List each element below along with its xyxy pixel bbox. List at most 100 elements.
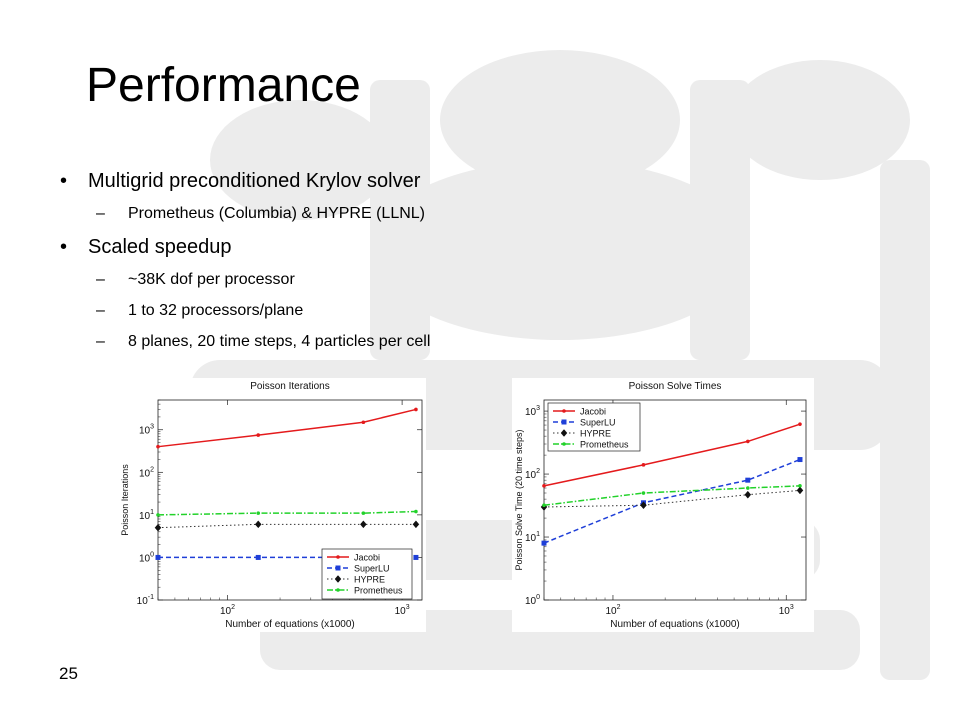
data-point <box>256 433 261 437</box>
legend-item: HYPRE <box>327 575 385 585</box>
legend-label: HYPRE <box>354 575 385 585</box>
data-point <box>414 509 418 514</box>
series-jacobi <box>542 422 802 488</box>
bullet-list: • Multigrid preconditioned Krylov solver… <box>56 168 430 353</box>
legend-marker <box>336 555 340 559</box>
data-point <box>154 523 162 532</box>
legend-item: Prometheus <box>327 586 403 596</box>
data-point <box>796 486 804 495</box>
sub-bullet-item: – 8 planes, 20 time steps, 4 particles p… <box>56 331 430 353</box>
data-point <box>798 422 802 426</box>
data-point <box>412 520 420 529</box>
legend-label: Prometheus <box>354 586 403 596</box>
y-axis-label: Poisson Iterations <box>120 464 130 536</box>
sub-bullet-text: Prometheus (Columbia) & HYPRE (LLNL) <box>128 205 425 222</box>
series-line <box>543 489 801 508</box>
plot-frame <box>157 399 423 601</box>
data-point <box>798 484 802 488</box>
data-point <box>255 554 261 560</box>
sub-bullet-text: ~38K dof per processor <box>128 271 295 288</box>
data-point <box>542 484 546 488</box>
data-point <box>640 501 647 510</box>
series-line <box>543 485 801 506</box>
data-point <box>254 520 262 529</box>
data-point <box>155 554 161 560</box>
legend-label: SuperLU <box>580 418 616 428</box>
x-axis-label: Number of equations (x1000) <box>225 619 355 630</box>
data-point <box>641 463 646 467</box>
y-tick-label: 103 <box>139 424 154 437</box>
legend-item: Jacobi <box>327 553 380 563</box>
data-point <box>746 486 750 490</box>
legend-label: Jacobi <box>354 553 380 563</box>
page-number: 25 <box>59 664 78 683</box>
sub-bullet-item: – Prometheus (Columbia) & HYPRE (LLNL) <box>56 203 430 225</box>
data-point <box>256 511 261 515</box>
sub-bullet-text: 1 to 32 processors/plane <box>128 302 304 319</box>
data-point <box>797 457 803 463</box>
data-point <box>745 477 751 483</box>
data-point <box>361 511 366 515</box>
legend-marker <box>560 429 568 437</box>
data-point <box>746 439 750 444</box>
legend-item: Prometheus <box>553 440 629 450</box>
x-tick-label: 102 <box>605 604 620 617</box>
legend-item: Jacobi <box>553 407 606 417</box>
legend-item: HYPRE <box>553 429 611 439</box>
y-axis-label: Poisson Solve Time (20 time steps) <box>514 429 524 570</box>
data-point <box>156 513 160 517</box>
legend-item: SuperLU <box>553 418 616 428</box>
y-tick-label: 103 <box>525 405 540 418</box>
y-tick-label: 100 <box>139 551 154 564</box>
data-point <box>744 490 752 499</box>
bullet-dot: • <box>60 236 68 258</box>
y-tick-label: 101 <box>525 531 540 544</box>
bullet-dot: • <box>60 170 68 192</box>
plot-frame <box>543 399 807 601</box>
chart-title: Poisson Iterations <box>250 381 330 392</box>
series-jacobi <box>156 407 418 449</box>
data-point <box>541 540 547 546</box>
legend-marker <box>562 409 566 413</box>
legend-label: Jacobi <box>580 407 606 417</box>
data-point <box>156 444 160 449</box>
series-line <box>543 458 801 544</box>
y-tick-label: 10-1 <box>137 594 154 607</box>
x-tick-label: 103 <box>779 604 794 617</box>
sub-bullet-item: – 1 to 32 processors/plane <box>56 300 430 322</box>
series-line <box>157 523 416 529</box>
legend-label: SuperLU <box>354 564 390 574</box>
legend-marker <box>336 588 340 592</box>
chart-title: Poisson Solve Times <box>629 381 722 392</box>
legend-label: HYPRE <box>580 429 611 439</box>
series-line <box>157 510 416 516</box>
series-hypre <box>154 520 420 532</box>
legend-marker <box>562 442 566 446</box>
series-prometheus <box>542 484 802 508</box>
legend-item: SuperLU <box>327 564 390 574</box>
bullet-item: • Multigrid preconditioned Krylov solver <box>56 168 430 194</box>
series-prometheus <box>156 509 418 517</box>
legend-label: Prometheus <box>580 440 629 450</box>
sub-bullet-dash: – <box>96 333 105 350</box>
legend-marker <box>561 419 567 425</box>
bullet-text: Multigrid preconditioned Krylov solver <box>88 170 421 192</box>
data-point <box>361 420 366 425</box>
sub-bullet-dash: – <box>96 205 105 222</box>
poisson-iterations-chart: Poisson Iterations 10-1 100 101 102 103 102 103… <box>100 378 426 632</box>
series-line <box>543 423 801 487</box>
y-tick-label: 102 <box>139 466 154 479</box>
bullet-item: • Scaled speedup <box>56 234 430 260</box>
y-tick-label: 102 <box>525 468 540 481</box>
x-axis-label: Number of equations (x1000) <box>610 619 740 630</box>
sub-bullet-dash: – <box>96 302 105 319</box>
slide-title: Performance <box>86 59 361 112</box>
data-point <box>360 520 367 529</box>
data-point <box>542 503 546 508</box>
y-tick-label: 100 <box>525 594 540 607</box>
sub-bullet-text: 8 planes, 20 time steps, 4 particles per… <box>128 333 431 350</box>
data-point <box>413 554 419 560</box>
legend-marker <box>334 575 342 583</box>
series-line <box>157 408 417 448</box>
